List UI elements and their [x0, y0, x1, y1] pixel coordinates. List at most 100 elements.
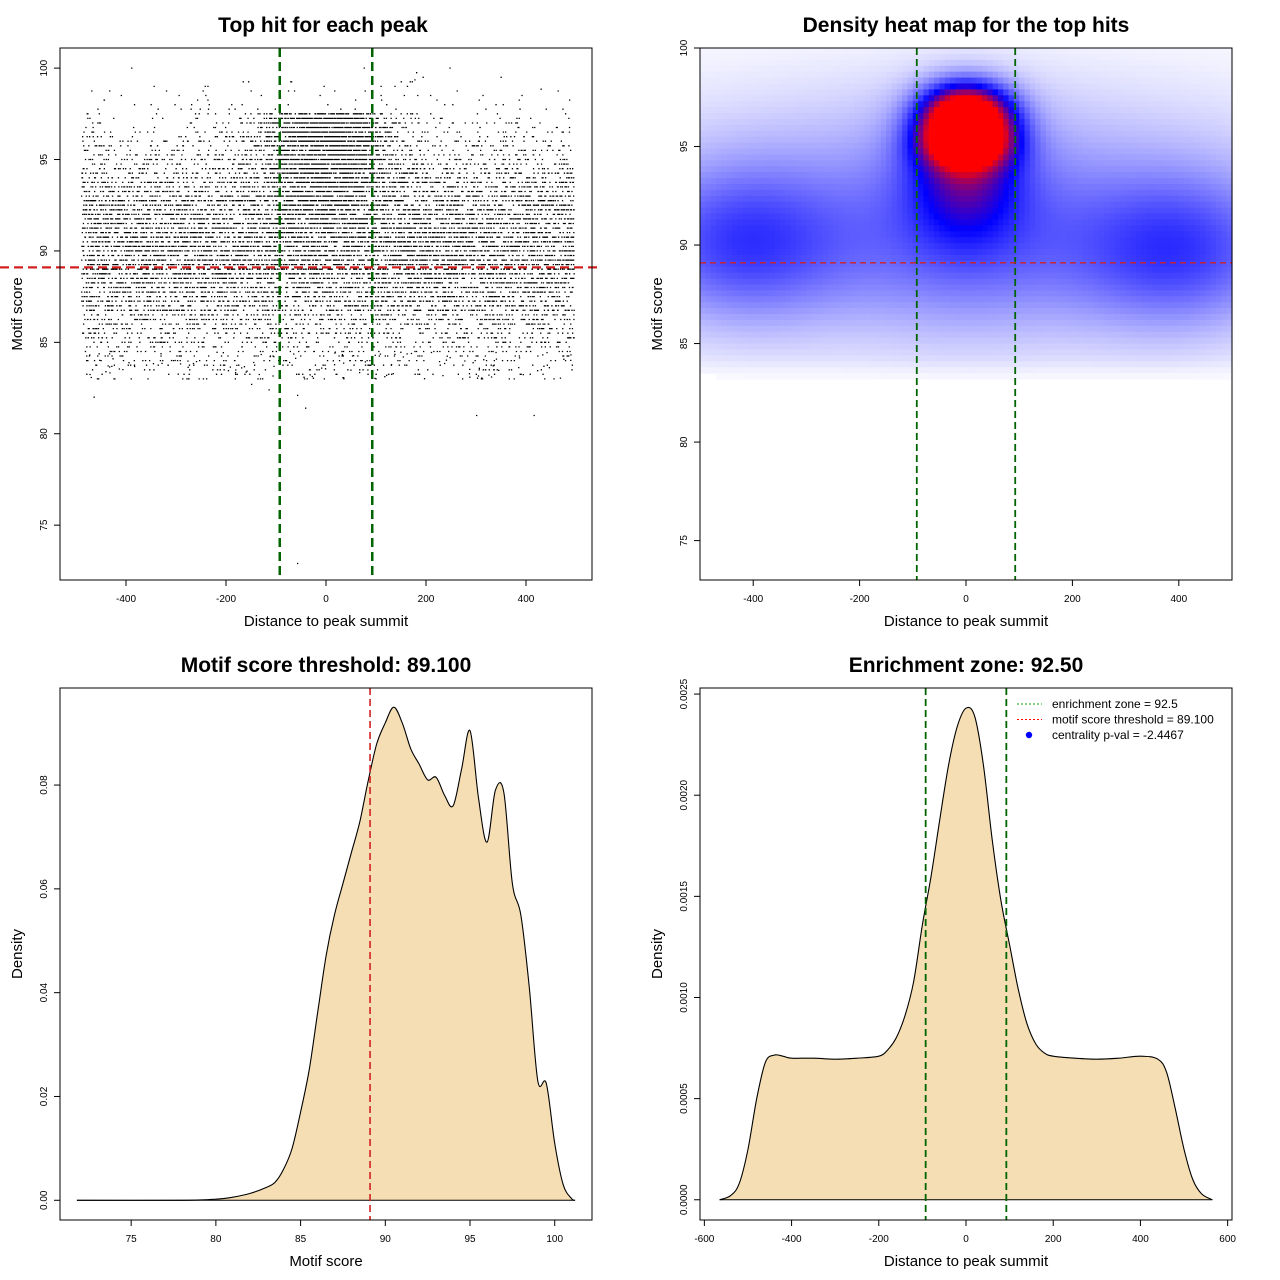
heatmap-cell	[843, 361, 850, 368]
heatmap-cell	[1035, 107, 1042, 114]
heatmap-cell	[955, 219, 962, 226]
heatmap-cell	[981, 89, 988, 96]
heatmap-cell	[891, 343, 898, 351]
heatmap-cell	[928, 243, 935, 250]
heatmap-cell	[806, 65, 813, 73]
heatmap-cell	[1109, 148, 1116, 155]
heatmap-cell	[912, 124, 919, 132]
heatmap-cell	[923, 225, 930, 232]
heatmap-cell	[747, 219, 754, 226]
heatmap-cell	[769, 266, 776, 274]
heatmap-cell	[859, 278, 866, 286]
heatmap-cell	[966, 195, 972, 203]
heatmap-cell	[758, 189, 765, 197]
heatmap-cell	[1040, 272, 1047, 280]
heatmap-cell	[934, 53, 940, 61]
heatmap-cell	[726, 83, 733, 90]
heatmap-cell	[1003, 95, 1010, 102]
heatmap-cell	[769, 113, 776, 120]
heatmap-cell	[880, 107, 887, 114]
heatmap-cell	[902, 272, 909, 280]
heatmap-cell	[1130, 337, 1137, 345]
heatmap-cell	[1162, 243, 1169, 250]
heatmap-cell	[700, 248, 706, 256]
heatmap-cell	[1077, 367, 1084, 374]
heatmap-cell	[934, 77, 940, 85]
heatmap-cell	[950, 225, 956, 232]
heatmap-cell	[992, 136, 999, 144]
heatmap-cell	[1077, 296, 1084, 303]
heatmap-cell	[966, 302, 972, 309]
heatmap-cell	[1130, 260, 1137, 268]
heatmap-cell	[811, 219, 818, 226]
heatmap-cell	[710, 207, 717, 215]
heatmap-cell	[710, 136, 717, 144]
heatmap-cell	[763, 237, 770, 244]
heatmap-cell	[987, 355, 994, 362]
heatmap-cell	[1157, 266, 1164, 274]
heatmap-cell	[966, 201, 972, 209]
heatmap-cell	[907, 367, 914, 374]
heatmap-cell	[763, 284, 770, 291]
heatmap-cell	[896, 48, 903, 55]
heatmap-cell	[1125, 124, 1132, 132]
heatmap-cell	[715, 296, 722, 303]
heatmap-cell	[843, 71, 850, 79]
heatmap-cell	[955, 343, 962, 351]
heatmap-cell	[811, 308, 818, 315]
heatmap-cell	[838, 355, 845, 362]
heatmap-cell	[753, 290, 760, 297]
heatmap-cell	[1136, 101, 1143, 108]
heatmap-cell	[960, 213, 967, 221]
heatmap-cell	[976, 319, 983, 327]
heatmap-cell	[843, 207, 850, 215]
heatmap-cell	[1024, 331, 1031, 339]
heatmap-cell	[822, 124, 829, 132]
heatmap-cell	[843, 113, 850, 120]
heatmap-cell	[960, 95, 967, 102]
heatmap-cell	[715, 136, 722, 144]
heatmap-cell	[981, 48, 988, 55]
heatmap-cell	[981, 142, 988, 150]
heatmap-cell	[731, 142, 738, 150]
heatmap-cell	[1077, 308, 1084, 315]
heatmap-cell	[944, 113, 951, 120]
heatmap-cell	[981, 308, 988, 315]
heatmap-cell	[918, 166, 925, 173]
heatmap-cell	[950, 278, 956, 286]
heatmap-cell	[1056, 71, 1063, 79]
heatmap-cell	[1099, 331, 1105, 339]
heatmap-cell	[790, 95, 797, 102]
heatmap-cell	[1125, 172, 1132, 179]
heatmap-cell	[1083, 213, 1089, 221]
heatmap-cell	[843, 201, 850, 209]
heatmap-cell	[1003, 260, 1010, 268]
heatmap-cell	[806, 278, 813, 286]
heatmap-cell	[726, 48, 733, 55]
heatmap-cell	[726, 290, 733, 297]
heatmap-cell	[955, 331, 962, 339]
heatmap-cell	[1008, 225, 1015, 232]
heatmap-cell	[1008, 160, 1015, 167]
heatmap-cell	[1162, 248, 1169, 256]
heatmap-cell	[1008, 302, 1015, 309]
heatmap-cell	[1088, 71, 1095, 79]
heatmap-cell	[912, 107, 919, 114]
heatmap-cell	[705, 248, 712, 256]
heatmap-cell	[705, 337, 712, 345]
heatmap-cell	[774, 325, 781, 333]
heatmap-cell	[715, 124, 722, 132]
heatmap-cell	[811, 248, 818, 256]
heatmap-cell	[1056, 373, 1063, 380]
heatmap-cell	[1056, 148, 1063, 155]
heatmap-cell	[753, 361, 760, 368]
heatmap-cell	[854, 195, 861, 203]
heatmap-cell	[848, 183, 855, 191]
heatmap-cell	[1162, 290, 1169, 297]
heatmap-cell	[715, 219, 722, 226]
heatmap-cell	[801, 71, 807, 79]
heatmap-cell	[763, 201, 770, 209]
heatmap-cell	[912, 183, 919, 191]
heatmap-cell	[1093, 136, 1100, 144]
heatmap-cell	[1056, 337, 1063, 345]
